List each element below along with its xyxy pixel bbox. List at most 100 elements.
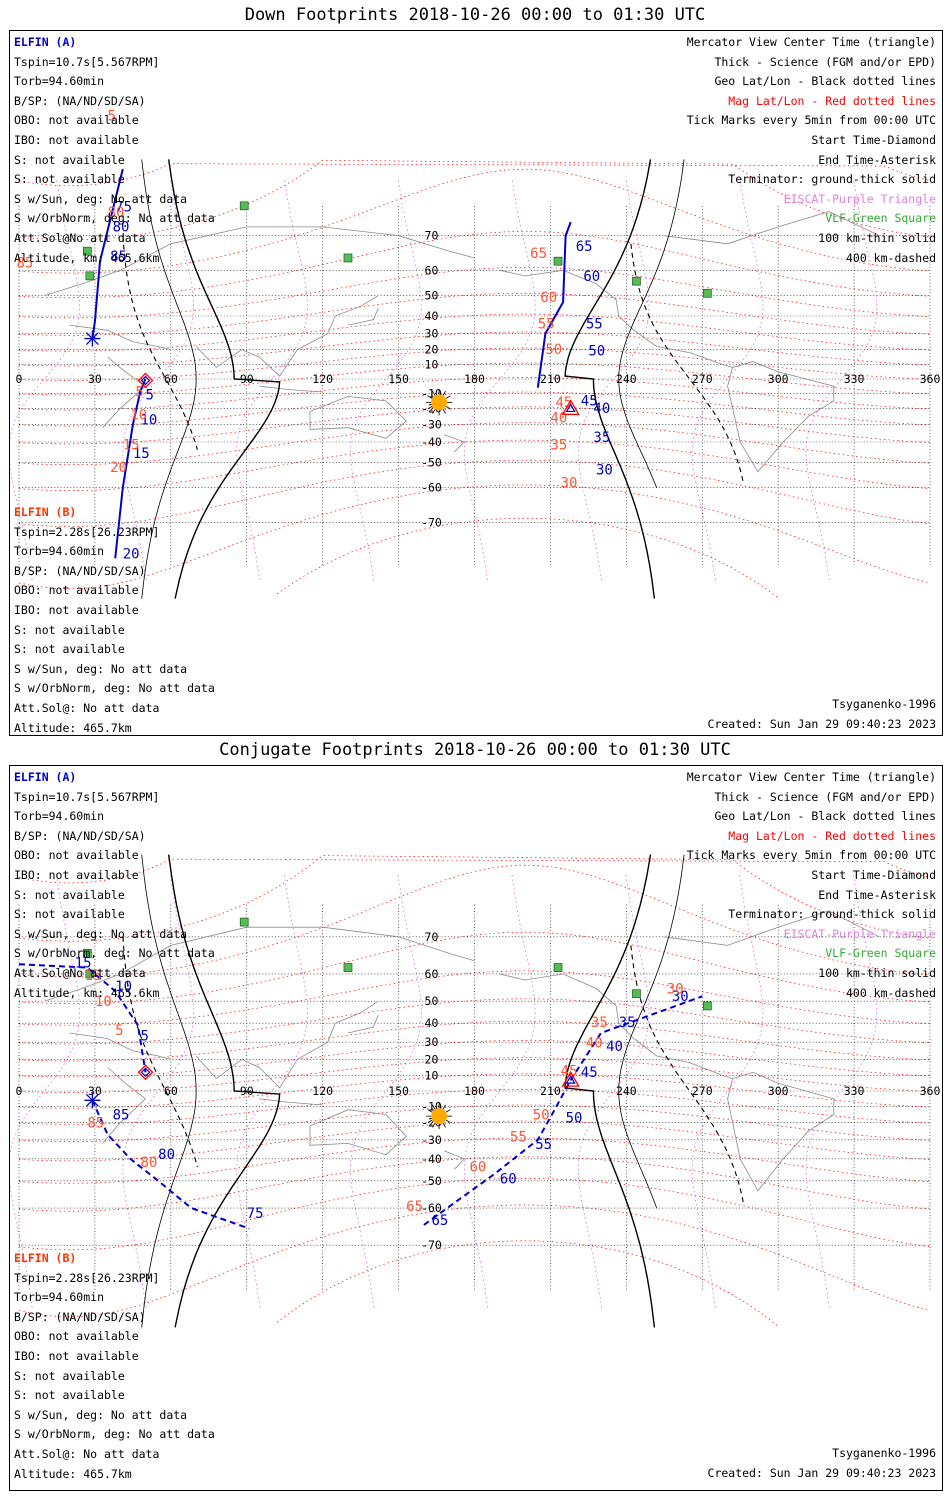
sun-ray xyxy=(427,1109,433,1113)
mag-lat-line xyxy=(18,855,931,942)
info-line: Torb=94.60min xyxy=(14,544,105,559)
legend-entry: Tick Marks every 5min from 00:00 UTC xyxy=(686,113,936,128)
axis-labels: 0 30 60 90 120 150 180 210 240 270 300 330 360 70 60 50… xyxy=(16,229,941,530)
info-line: S w/OrbNorm, deg: No att data xyxy=(14,1427,215,1442)
mag-lat-line xyxy=(18,484,931,590)
info-line: Tspin=10.7s[5.567RPM] xyxy=(14,54,160,69)
track-time-label: 5 xyxy=(140,1028,148,1044)
y-tick-label: 70 xyxy=(425,930,439,944)
created-label: Created: Sun Jan 29 09:40:23 2023 xyxy=(707,717,936,731)
mag-lat-line xyxy=(276,1240,779,1327)
coastline xyxy=(195,1000,379,1089)
track-time-label: 5 xyxy=(146,387,154,403)
sun-ray xyxy=(432,409,436,414)
track-mlt-label: 55 xyxy=(538,317,555,333)
track-time-label: 85 xyxy=(110,249,127,265)
legend-entry: Geo Lat/Lon - Black dotted lines xyxy=(714,809,936,824)
x-tick-label: 120 xyxy=(312,372,333,386)
vlf-square-icon xyxy=(85,271,95,281)
center-triangle-inner-icon xyxy=(565,1074,576,1084)
mag-lat-line xyxy=(18,377,931,411)
vlf-square-icon xyxy=(702,1001,712,1011)
map-legend: Mercator View Center Time (triangle) Thic… xyxy=(687,768,936,1003)
y-tick-label: 20 xyxy=(425,343,439,357)
info-line: B/SP: (NA/ND/SD/SA) xyxy=(14,563,146,578)
center-triangle-inner-icon xyxy=(565,403,576,413)
mag-lon-line xyxy=(691,177,764,581)
footprint-track xyxy=(91,168,124,339)
legend-entry: Thick - Science (FGM and/or EPD) xyxy=(714,54,936,69)
elfin-a-info: ELFIN (A) Tspin=10.7s[5.567RPM] Torb=94.60… xyxy=(14,33,215,268)
y-tick-label: 40 xyxy=(425,309,439,323)
legend-entry: Geo Lat/Lon - Black dotted lines xyxy=(714,74,936,89)
y-tick-label: 30 xyxy=(425,327,439,341)
conjugate-panel-title: Conjugate Footprints 2018-10-26 00:00 to… xyxy=(219,740,731,760)
track-time-label: 65 xyxy=(576,239,593,255)
track-mlt-label: 15 xyxy=(85,968,102,984)
elfin-b-track: 85 80 75 85 80 xyxy=(84,1092,264,1230)
info-line: S: not available xyxy=(14,887,125,902)
terminator xyxy=(122,854,744,1328)
coastline xyxy=(702,356,835,473)
mag-lon-line xyxy=(10,177,81,581)
track-mlt-label: 30 xyxy=(561,476,578,492)
coastline xyxy=(443,1150,466,1170)
ground-terminator-west xyxy=(168,159,281,599)
start-diamond-inner-icon xyxy=(140,375,151,386)
vlf-square-icon xyxy=(702,288,712,298)
x-tick-label: 150 xyxy=(388,1084,409,1098)
x-tick-label: 60 xyxy=(164,1084,178,1098)
geo-grid xyxy=(18,205,931,565)
mag-lon-line xyxy=(463,177,536,581)
coastline xyxy=(499,973,703,1068)
track-time-label: 85 xyxy=(113,1107,130,1123)
legend-entry: VLF-Green Square xyxy=(825,211,936,226)
model-label: Tsyganenko-1996 xyxy=(832,697,936,711)
track-mlt-label: 5 xyxy=(115,1023,123,1039)
coastline xyxy=(664,910,880,946)
mag-lat-line xyxy=(18,998,931,1045)
track-mlt-label: 45 xyxy=(555,395,572,411)
vlf-square-icon xyxy=(239,201,249,211)
track-mlt-label: 40 xyxy=(586,1035,603,1051)
track-time-label: 20 xyxy=(123,546,140,562)
center-triangle-icon xyxy=(561,399,580,416)
info-line: IBO: not available xyxy=(14,1348,139,1363)
x-tick-label: 300 xyxy=(768,1084,789,1098)
x-tick-label: 150 xyxy=(388,372,409,386)
track-time-label: 55 xyxy=(535,1137,552,1153)
legend-entry: Mercator View Center Time (triangle) xyxy=(686,770,936,784)
coastline xyxy=(499,269,703,358)
down-footprints-map: 0 30 60 90 120 150 180 210 240 270 300 330 360 70 60 50… xyxy=(10,108,941,599)
info-line: IBO: not available xyxy=(14,867,139,882)
terminator-400km-east xyxy=(630,243,744,483)
track-mlt-label: 5 xyxy=(108,108,116,124)
vlf-stations xyxy=(82,201,712,298)
elfin-b-info: ELFIN (B) Tspin=2.28s[26.23RPM] Torb=94.60… xyxy=(14,1249,215,1484)
info-line: OBO: not available xyxy=(14,113,139,128)
coastline xyxy=(443,434,466,453)
info-line: OBO: not available xyxy=(14,1329,139,1344)
info-line: S: not available xyxy=(14,622,125,637)
x-tick-label: 210 xyxy=(540,1084,561,1098)
ground-terminator-east xyxy=(564,159,656,599)
footprint-track xyxy=(114,378,147,559)
track-time-label: 50 xyxy=(566,1111,583,1127)
footprint-track xyxy=(536,221,572,388)
track-mlt-label: 80 xyxy=(108,205,125,221)
x-tick-label: 270 xyxy=(692,1084,713,1098)
start-diamond-inner-icon xyxy=(140,1067,151,1078)
legend-entry: 100 km-thin solid xyxy=(818,230,936,245)
track-mlt-label: 85 xyxy=(16,255,33,271)
mag-lat-line xyxy=(276,517,779,598)
end-asterisk-icon xyxy=(85,1093,99,1107)
y-tick-label: -50 xyxy=(421,1174,442,1188)
track-time-label: 75 xyxy=(247,1206,264,1222)
sun-ray xyxy=(427,1119,433,1123)
track-time-label: 45 xyxy=(581,1065,598,1081)
track-mlt-label: 10 xyxy=(130,407,147,423)
info-line: Att.Sol@No att data xyxy=(14,230,146,245)
